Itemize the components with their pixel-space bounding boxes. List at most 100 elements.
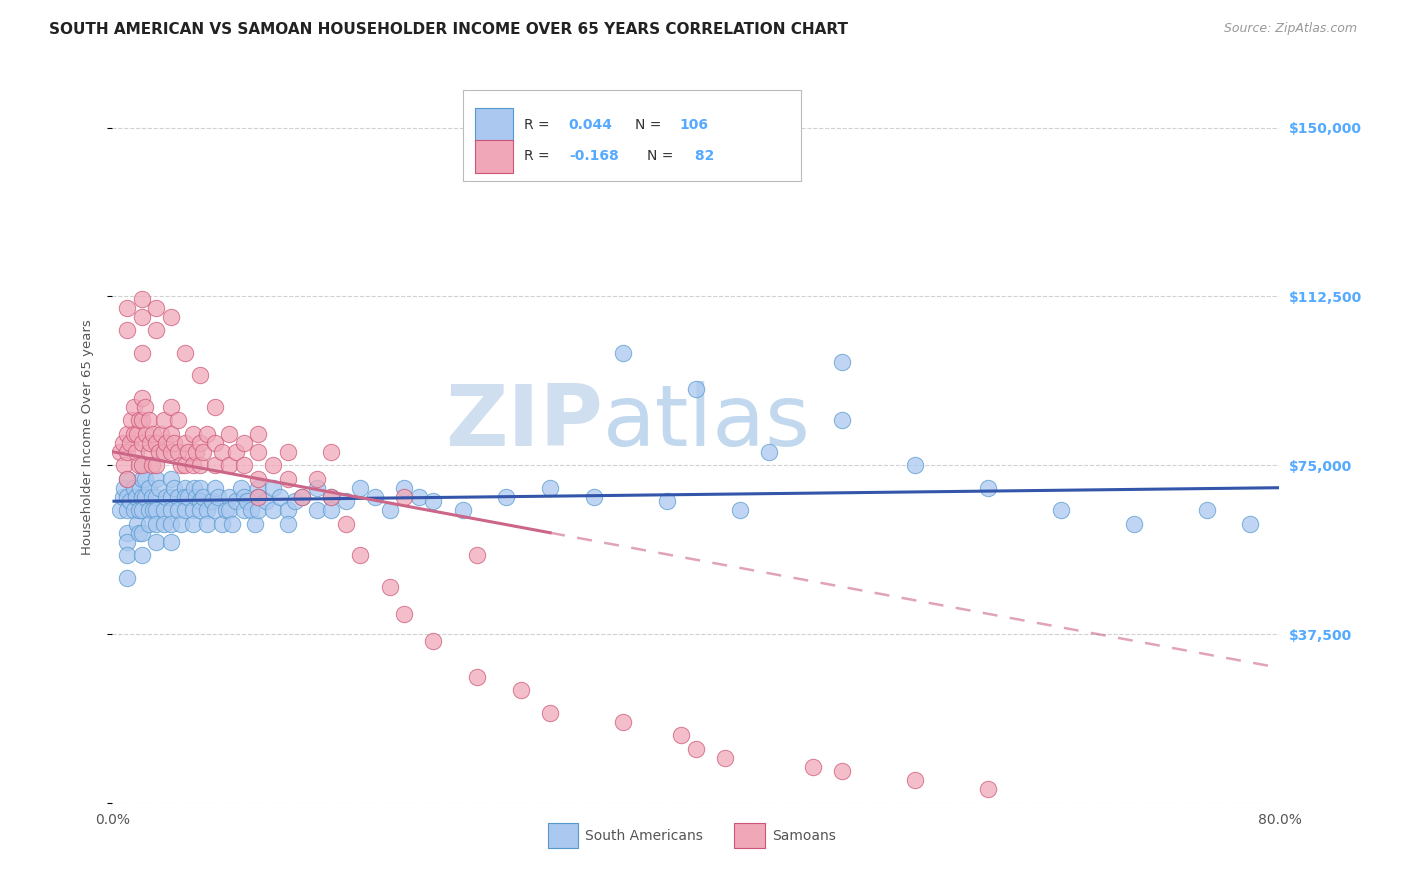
Point [276,444,298,458]
Point [204,481,226,495]
Point [145,472,167,486]
Point [181,426,204,441]
Point [364,490,387,504]
Point [276,516,298,531]
Point [321,503,343,517]
Point [125,444,148,458]
Point [124,481,146,495]
Point [204,458,226,473]
Point [465,670,488,684]
Point [215,503,238,517]
Point [465,548,488,562]
Point [321,444,343,458]
Point [115,472,138,486]
Point [188,435,211,450]
Point [131,472,153,486]
Point [131,548,153,562]
Point [139,435,162,450]
Point [167,490,190,504]
Point [538,706,561,720]
Point [118,494,141,508]
Point [160,503,183,517]
Point [115,503,138,517]
Point [218,503,240,517]
Point [124,400,146,414]
Point [394,481,416,495]
Point [167,444,190,458]
Point [262,481,284,495]
Point [291,490,314,504]
Point [152,413,174,427]
Point [276,472,298,486]
Point [170,458,193,473]
Point [135,426,157,441]
Point [509,683,531,698]
Point [1049,503,1071,517]
Point [174,345,197,359]
Point [188,481,211,495]
Point [211,516,233,531]
Point [141,490,163,504]
Point [422,633,444,648]
Point [188,368,211,383]
Point [163,481,186,495]
Point [394,490,416,504]
Point [254,494,277,508]
Point [262,458,284,473]
Point [232,458,254,473]
Text: 82: 82 [690,149,714,163]
Point [378,503,401,517]
Point [612,345,634,359]
Point [714,751,737,765]
Point [131,458,153,473]
Point [204,435,226,450]
Point [232,490,254,504]
Point [148,481,170,495]
Point [177,490,200,504]
Point [335,494,357,508]
FancyBboxPatch shape [734,823,765,848]
Point [181,516,204,531]
Point [195,516,218,531]
Point [115,323,138,337]
FancyBboxPatch shape [463,90,801,181]
Point [181,503,204,517]
FancyBboxPatch shape [475,109,513,142]
Point [671,728,693,742]
Point [204,503,226,517]
Point [221,516,243,531]
Point [145,490,167,504]
Point [831,764,853,779]
Point [728,503,751,517]
Point [115,525,138,540]
Text: ZIP: ZIP [444,381,603,464]
Point [229,481,252,495]
Point [495,490,517,504]
Point [218,490,240,504]
Point [128,525,150,540]
Point [183,481,205,495]
Point [134,472,156,486]
Point [612,714,634,729]
Point [174,503,197,517]
Point [218,458,240,473]
Point [188,503,211,517]
Point [188,494,211,508]
Point [131,525,153,540]
Point [211,444,233,458]
Point [394,607,416,621]
Text: -0.168: -0.168 [569,149,619,163]
Point [188,458,211,473]
Point [124,426,146,441]
Point [422,494,444,508]
Point [291,490,314,504]
Point [195,503,218,517]
Point [131,435,153,450]
Point [115,548,138,562]
Point [276,503,298,517]
Point [247,426,270,441]
Y-axis label: Householder Income Over 65 years: Householder Income Over 65 years [82,319,94,555]
Point [160,490,183,504]
Point [655,494,678,508]
Point [142,426,165,441]
